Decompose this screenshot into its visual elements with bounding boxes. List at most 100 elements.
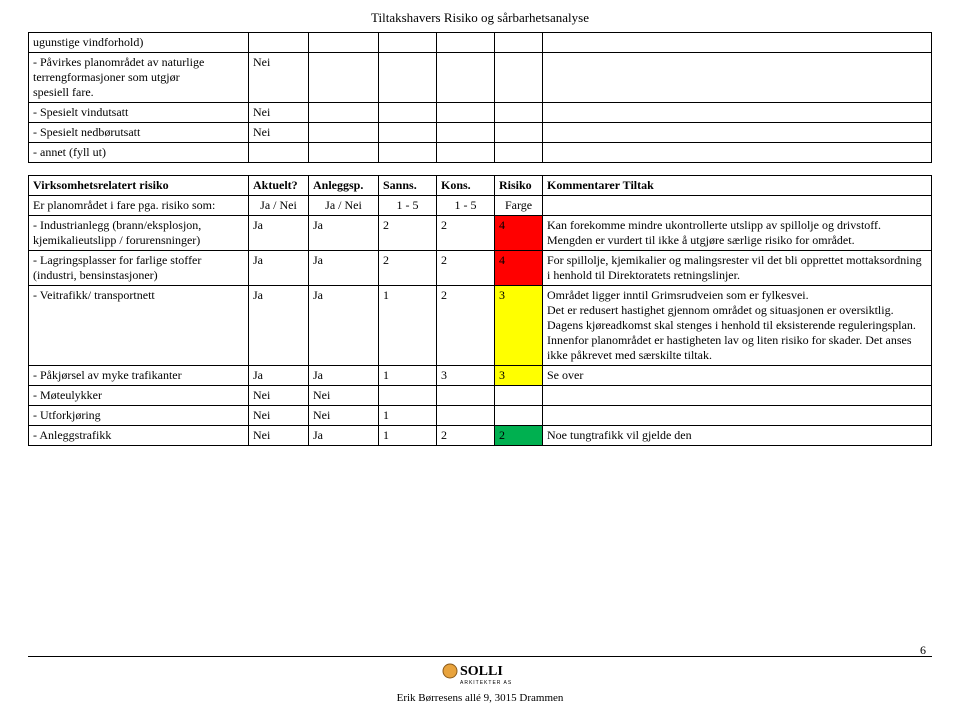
table-2-row: - MøteulykkerNeiNei: [29, 386, 932, 406]
subheader-risiko: Farge: [495, 196, 543, 216]
cell-kons: 3: [437, 366, 495, 386]
footer-divider: [28, 656, 932, 657]
table-1-cell: [309, 123, 379, 143]
header-sanns: Sanns.: [379, 176, 437, 196]
cell-kons: [437, 406, 495, 426]
cell-kons: 2: [437, 251, 495, 286]
svg-text:ARKITEKTER AS: ARKITEKTER AS: [460, 680, 512, 686]
cell-risiko: 4: [495, 216, 543, 251]
svg-text:SOLLI: SOLLI: [460, 664, 503, 679]
cell-sanns: 1: [379, 426, 437, 446]
cell-anleggsp: Ja: [309, 251, 379, 286]
cell-kons: 2: [437, 286, 495, 366]
table-2-subheader-row: Er planområdet i fare pga. risiko som: J…: [29, 196, 932, 216]
table-2-header-row: Virksomhetsrelatert risiko Aktuelt? Anle…: [29, 176, 932, 196]
content: ugunstige vindforhold)- Påvirkes planomr…: [0, 32, 960, 446]
cell-anleggsp: Ja: [309, 366, 379, 386]
cell-label: - Påkjørsel av myke trafikanter: [29, 366, 249, 386]
table-1-cell: [495, 143, 543, 163]
table-1-cell: Nei: [249, 103, 309, 123]
cell-aktuelt: Ja: [249, 251, 309, 286]
table-1-cell: [379, 123, 437, 143]
table-1-cell: [543, 123, 932, 143]
cell-label: - Industrianlegg (brann/eksplosjon, kjem…: [29, 216, 249, 251]
cell-sanns: 1: [379, 366, 437, 386]
header-kons: Kons.: [437, 176, 495, 196]
subheader-anleggsp: Ja / Nei: [309, 196, 379, 216]
cell-risiko: 4: [495, 251, 543, 286]
cell-anleggsp: Nei: [309, 406, 379, 426]
subheader-label: Er planområdet i fare pga. risiko som:: [29, 196, 249, 216]
cell-label: - Veitrafikk/ transportnett: [29, 286, 249, 366]
table-2-row: - Lagringsplasser for farlige stoffer (i…: [29, 251, 932, 286]
cell-anleggsp: Ja: [309, 286, 379, 366]
table-2-row: - Veitrafikk/ transportnettJaJa123Område…: [29, 286, 932, 366]
page-title: Tiltakshavers Risiko og sårbarhetsanalys…: [0, 0, 960, 32]
cell-label: - Møteulykker: [29, 386, 249, 406]
cell-kommentar: For spillolje, kjemikalier og malingsres…: [543, 251, 932, 286]
table-1-cell: - Spesielt vindutsatt: [29, 103, 249, 123]
cell-label: - Utforkjøring: [29, 406, 249, 426]
table-1-cell: [437, 143, 495, 163]
cell-aktuelt: Nei: [249, 386, 309, 406]
subheader-sanns: 1 - 5: [379, 196, 437, 216]
table-1-cell: [379, 33, 437, 53]
table-1-cell: [495, 33, 543, 53]
cell-label: - Lagringsplasser for farlige stoffer (i…: [29, 251, 249, 286]
cell-anleggsp: Ja: [309, 216, 379, 251]
cell-sanns: 1: [379, 286, 437, 366]
table-1-cell: [437, 53, 495, 103]
cell-sanns: 1: [379, 406, 437, 426]
cell-anleggsp: Ja: [309, 426, 379, 446]
table-2-row: - UtforkjøringNeiNei1: [29, 406, 932, 426]
cell-kons: 2: [437, 216, 495, 251]
table-1-cell: [249, 33, 309, 53]
table-1-cell: - Påvirkes planområdet av naturlige terr…: [29, 53, 249, 103]
cell-kommentar: [543, 386, 932, 406]
cell-aktuelt: Ja: [249, 366, 309, 386]
header-anleggsp: Anleggsp.: [309, 176, 379, 196]
table-2: Virksomhetsrelatert risiko Aktuelt? Anle…: [28, 175, 932, 446]
cell-risiko: [495, 406, 543, 426]
cell-sanns: 2: [379, 251, 437, 286]
table-1-cell: [437, 33, 495, 53]
table-1-cell: [543, 53, 932, 103]
cell-kommentar: [543, 406, 932, 426]
footer-address: Erik Børresens allé 9, 3015 Drammen: [0, 692, 960, 704]
table-1-row: - Spesielt vindutsattNei: [29, 103, 932, 123]
table-1-cell: [309, 33, 379, 53]
table-1-cell: - Spesielt nedbørutsatt: [29, 123, 249, 143]
table-2-row: - Påkjørsel av myke trafikanterJaJa133Se…: [29, 366, 932, 386]
table-1-cell: [379, 53, 437, 103]
cell-aktuelt: Nei: [249, 406, 309, 426]
table-1-row: - annet (fyll ut): [29, 143, 932, 163]
cell-risiko: 3: [495, 366, 543, 386]
table-1-cell: [495, 123, 543, 143]
table-1-cell: Nei: [249, 53, 309, 103]
table-1: ugunstige vindforhold)- Påvirkes planomr…: [28, 32, 932, 163]
cell-anleggsp: Nei: [309, 386, 379, 406]
table-2-row: - AnleggstrafikkNeiJa122Noe tungtrafikk …: [29, 426, 932, 446]
cell-sanns: [379, 386, 437, 406]
subheader-kommentarer: [543, 196, 932, 216]
cell-sanns: 2: [379, 216, 437, 251]
table-1-row: - Påvirkes planområdet av naturlige terr…: [29, 53, 932, 103]
cell-kommentar: Kan forekomme mindre ukontrollerte utsli…: [543, 216, 932, 251]
cell-aktuelt: Ja: [249, 286, 309, 366]
cell-kommentar: Området ligger inntil Grimsrudveien som …: [543, 286, 932, 366]
table-1-cell: [249, 143, 309, 163]
table-gap: [28, 163, 932, 175]
header-kommentarer: Kommentarer Tiltak: [543, 176, 932, 196]
header-aktuelt: Aktuelt?: [249, 176, 309, 196]
cell-aktuelt: Nei: [249, 426, 309, 446]
table-2-row: - Industrianlegg (brann/eksplosjon, kjem…: [29, 216, 932, 251]
table-1-cell: [309, 53, 379, 103]
cell-aktuelt: Ja: [249, 216, 309, 251]
table-1-cell: [495, 103, 543, 123]
table-1-cell: [379, 103, 437, 123]
cell-kommentar: Noe tungtrafikk vil gjelde den: [543, 426, 932, 446]
table-1-cell: [379, 143, 437, 163]
cell-label: - Anleggstrafikk: [29, 426, 249, 446]
header-virksomhet: Virksomhetsrelatert risiko: [29, 176, 249, 196]
table-1-cell: [437, 123, 495, 143]
